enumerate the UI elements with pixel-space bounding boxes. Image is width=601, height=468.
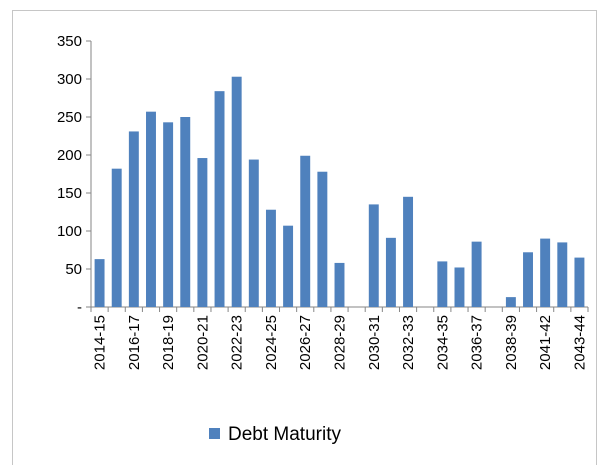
bar: [471, 241, 482, 307]
bar: [368, 204, 379, 307]
bar: [317, 171, 328, 307]
bar: [180, 117, 191, 307]
y-tick-label: 250: [57, 109, 82, 126]
y-tick-label: 150: [57, 185, 82, 202]
bar: [437, 261, 448, 307]
chart-frame: - 50 100 150 200 250 300 350 2014-15 2016-17 2018…: [12, 10, 597, 465]
bar: [128, 131, 139, 307]
bar: [197, 158, 208, 307]
x-tick-label: 2016-17: [126, 315, 143, 370]
x-tick-label: 2038-39: [503, 315, 520, 370]
legend-swatch: [209, 428, 220, 439]
bar: [146, 111, 156, 308]
bar: [540, 238, 551, 307]
bar: [574, 257, 585, 307]
bar: [231, 76, 242, 307]
bar: [523, 252, 533, 307]
x-tick-label: 2014-15: [92, 315, 109, 370]
x-tick-label: 2041-42: [537, 315, 554, 370]
bars: [94, 76, 585, 308]
bar: [557, 242, 568, 307]
bar: [385, 237, 396, 307]
bar: [94, 259, 105, 307]
x-tick-label: 2032-33: [400, 315, 417, 370]
y-tick-label: -: [77, 299, 82, 316]
y-tick-label: 300: [57, 71, 82, 88]
x-tick-label: 2043-44: [571, 315, 588, 370]
bar: [300, 155, 311, 307]
x-tick-label: 2024-25: [263, 315, 280, 370]
y-tick-label: 50: [65, 261, 82, 278]
y-tick-label: 350: [57, 33, 82, 50]
x-tick-label: 2020-21: [194, 315, 211, 370]
bar: [334, 262, 345, 307]
bar: [111, 168, 122, 307]
bar: [283, 225, 294, 307]
y-tick-label: 200: [57, 147, 82, 164]
x-tick-label: 2026-27: [297, 315, 314, 370]
bar: [248, 159, 259, 307]
x-tick-label: 2022-23: [229, 315, 246, 370]
x-tick-label: 2034-35: [434, 315, 451, 370]
bar: [214, 91, 225, 307]
x-tick-label: 2036-37: [469, 315, 486, 370]
bar: [403, 196, 414, 307]
x-axis: 2014-15 2016-17 2018-19 2020-21 2022-23 2024-…: [90, 306, 589, 370]
legend-label: Debt Maturity: [228, 424, 341, 445]
y-tick-label: 100: [57, 223, 82, 240]
y-axis: - 50 100 150 200 250 300 350: [57, 33, 92, 316]
bar: [265, 209, 276, 307]
x-tick-label: 2018-19: [160, 315, 177, 370]
bar: [163, 122, 174, 307]
bar: [454, 267, 465, 307]
x-tick-label: 2030-31: [366, 315, 383, 370]
x-tick-label: 2028-29: [332, 315, 349, 370]
legend: Debt Maturity: [209, 424, 341, 445]
debt-maturity-chart: - 50 100 150 200 250 300 350 2014-15 2016-17 2018…: [57, 33, 589, 445]
bar: [505, 297, 516, 307]
